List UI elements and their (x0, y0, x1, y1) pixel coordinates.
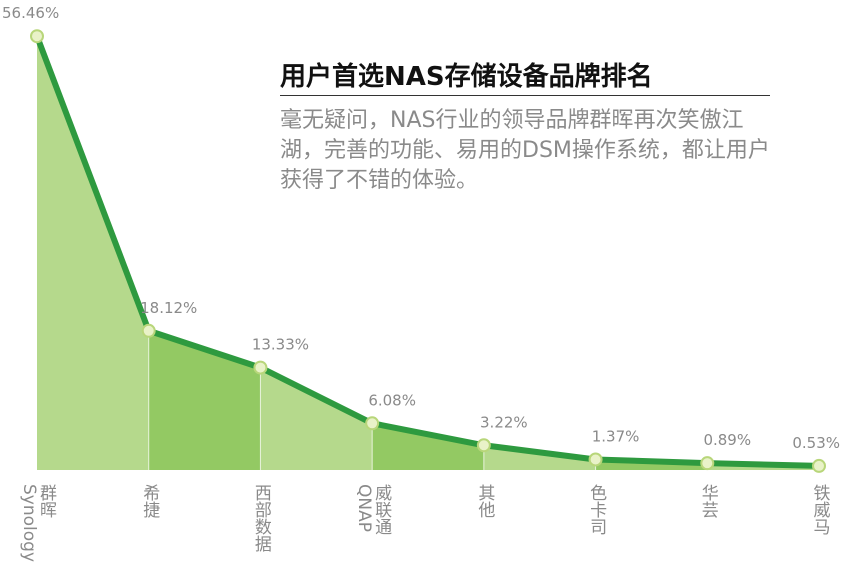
x-tick-label: 群晖 Synology (19, 484, 56, 563)
value-label: 13.33% (252, 336, 309, 354)
value-label: 0.53% (792, 434, 840, 452)
point (365, 416, 380, 431)
point (812, 458, 826, 473)
value-label: 0.89% (703, 431, 751, 449)
area-segment (148, 330, 261, 470)
area-segment (37, 36, 149, 470)
point (253, 360, 268, 375)
point (476, 438, 491, 453)
value-label: 6.08% (368, 391, 416, 409)
point (141, 323, 156, 338)
x-tick-label: 色卡司 (586, 484, 607, 535)
area-segment (372, 423, 484, 470)
point (588, 452, 603, 467)
value-label: 56.46% (2, 4, 59, 22)
point (30, 29, 44, 44)
x-tick-label: 铁威马 (809, 484, 830, 535)
title-rule (280, 95, 770, 96)
chart-title: 用户首选NAS存储设备品牌排名 (280, 62, 653, 92)
value-label: 1.37% (592, 427, 640, 445)
line (34, 35, 820, 469)
x-tick-label: 其他 (474, 484, 495, 518)
x-tick-label: 华芸 (697, 484, 718, 518)
value-label: 18.12% (140, 299, 197, 317)
x-tick-label: 希捷 (139, 484, 160, 518)
area-segment (260, 367, 373, 470)
chart-subtitle: 毫无疑问，NAS行业的领导品牌群晖再次笑傲江湖，完善的功能、易用的DSM操作系统… (280, 108, 770, 193)
x-tick-label: 西部数据 (250, 484, 271, 552)
x-tick-label: 威联通 QNAP (354, 484, 392, 535)
point (700, 456, 715, 471)
value-label: 3.22% (480, 413, 528, 431)
